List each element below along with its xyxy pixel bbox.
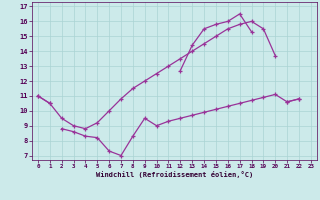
X-axis label: Windchill (Refroidissement éolien,°C): Windchill (Refroidissement éolien,°C)	[96, 171, 253, 178]
